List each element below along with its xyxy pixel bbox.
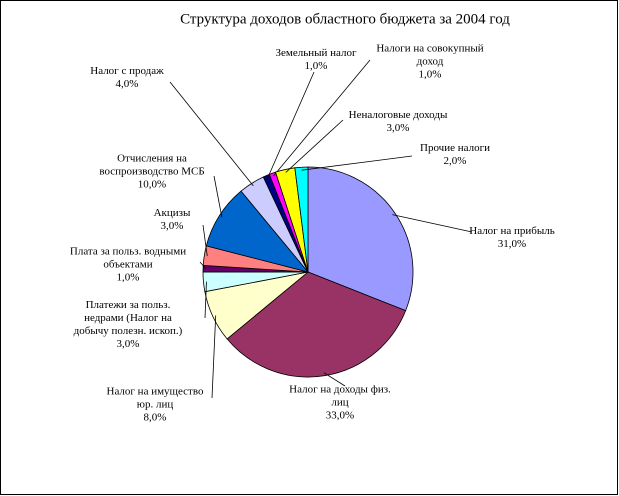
category-label: Неналоговые доходы: [348, 109, 448, 121]
category-label: Земельный налог: [275, 47, 357, 59]
category-label: Акцизы: [153, 207, 191, 219]
data-label: Налог с продаж 4,0%: [90, 65, 163, 91]
value-label: 1,0%: [116, 271, 140, 284]
leader-line: [392, 214, 473, 233]
leader-line: [267, 71, 315, 179]
leader-line: [285, 119, 344, 173]
data-label: Земельный налог 1,0%: [275, 47, 356, 73]
category-label: Налог на прибыль: [469, 225, 555, 237]
data-label: Неналоговые доходы 3,0%: [349, 109, 448, 135]
leader-line: [213, 175, 223, 218]
category-label: Отчисления на воспроизводство МСБ: [99, 152, 205, 178]
chart-title: Структура доходов областного бюджета за …: [180, 11, 510, 28]
data-label: Плата за польз. водными объектами 1,0%: [70, 246, 186, 285]
data-label: Отчисления на воспроизводство МСБ 10,0%: [99, 153, 204, 192]
value-label: 3,0%: [386, 122, 410, 134]
category-label: Прочие налоги: [420, 142, 490, 154]
category-label: Плата за польз. водными объектами: [69, 245, 187, 271]
leader-line: [204, 281, 207, 319]
value-label: 4,0%: [115, 78, 139, 90]
pie-slice: [226, 271, 407, 378]
pie-slice: [307, 166, 414, 312]
data-label: Налоги на совокупный доход 1,0%: [376, 43, 483, 82]
data-label: Налог на имущество юр. лиц 8,0%: [107, 386, 204, 425]
leader-line: [273, 59, 371, 177]
category-label: Налог на доходы физ. лиц: [289, 383, 391, 409]
data-label: Налог на прибыль 31,0%: [469, 225, 554, 251]
value-label: 3,0%: [160, 220, 184, 232]
value-label: 31,0%: [497, 238, 527, 250]
pie-slice: [294, 166, 309, 273]
value-label: 3,0%: [116, 338, 140, 350]
leader-line: [211, 315, 217, 399]
value-label: 1,0%: [304, 60, 328, 72]
value-label: 33,0%: [325, 409, 355, 422]
data-label: Акцизы 3,0%: [154, 207, 191, 233]
leader-line: [301, 155, 413, 171]
category-label: Налог с продаж: [90, 65, 164, 77]
leader-line: [323, 372, 346, 387]
value-label: 2,0%: [443, 155, 467, 167]
data-label: Налог на доходы физ. лиц 33,0%: [289, 384, 391, 423]
value-label: 8,0%: [143, 411, 167, 424]
leader-line: [202, 224, 208, 257]
value-label: 1,0%: [418, 68, 442, 81]
value-label: 10,0%: [137, 178, 167, 191]
category-label: Платежи за польз. недрами (Налог на добы…: [73, 299, 183, 337]
leader-line: [169, 81, 254, 187]
data-label: Платежи за польз. недрами (Налог на добы…: [74, 299, 183, 351]
data-label: Прочие налоги 2,0%: [420, 142, 490, 168]
category-label: Налоги на совокупный доход: [376, 42, 484, 68]
category-label: Налог на имущество юр. лиц: [106, 385, 204, 411]
